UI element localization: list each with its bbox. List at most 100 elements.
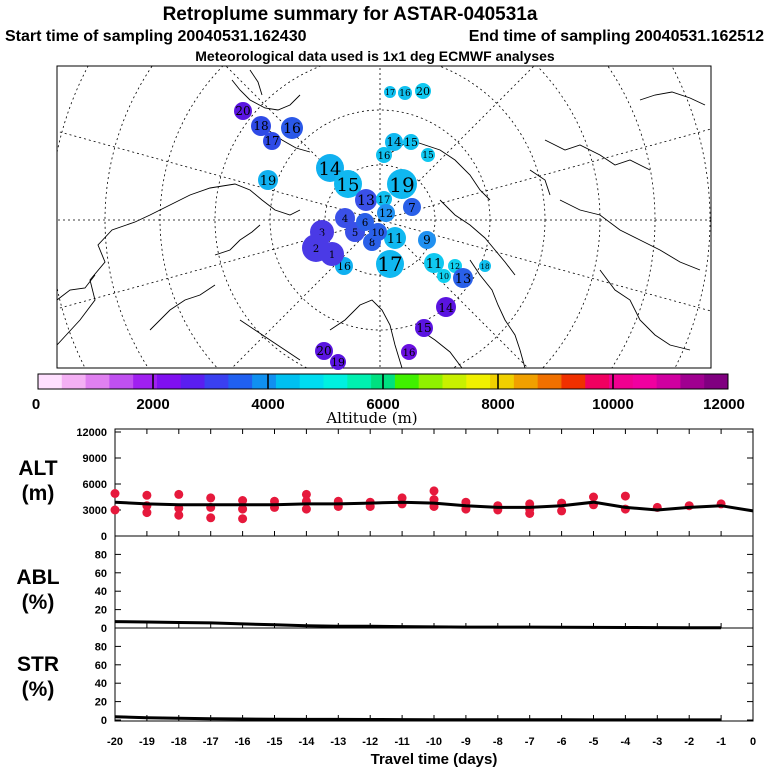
map-point-label: 14 — [386, 135, 402, 149]
map-point-circle — [251, 116, 271, 136]
map-point-label: 15 — [422, 151, 434, 161]
map-point-circle — [403, 198, 421, 216]
alt-cluster-marker — [142, 490, 152, 500]
map-point-15: 15 — [415, 319, 433, 337]
met-data-text: Meteorological data used is 1x1 deg ECMW… — [195, 48, 555, 64]
map-point-label: 16 — [337, 260, 351, 273]
map-point-circle — [385, 133, 403, 151]
colorbar-cell — [537, 374, 562, 389]
colorbar-tick-4000: 4000 — [251, 396, 284, 413]
altitude-colorbar: 0 2000 4000 6000 8000 10000 12000 Altitu… — [32, 373, 745, 427]
abl-y-tick-label: 0 — [101, 623, 107, 635]
map-point-circle — [387, 169, 417, 199]
map-point-label: 20 — [316, 344, 331, 358]
map-panel: 20 18 17 16 19 17 16 20 14 15 16 15 14 1… — [56, 65, 712, 370]
abl-panel: ABL (%) 0 20 40 60 80 — [16, 549, 753, 635]
x-tick-label: -8 — [493, 736, 503, 748]
abl-y-tick-label: 20 — [95, 605, 107, 617]
map-point-18: 18 — [251, 116, 271, 136]
map-point-circle — [436, 297, 456, 317]
x-tick-label: -20 — [107, 736, 123, 748]
x-tick-label: -2 — [684, 736, 694, 748]
colorbar-cell — [466, 374, 491, 389]
alt-y-tick-label: 0 — [101, 531, 107, 543]
map-point-circle — [437, 269, 451, 283]
str-y-tick-label: 80 — [95, 641, 107, 653]
map-point-circle — [376, 250, 404, 278]
map-point-20: 20 — [415, 83, 431, 99]
alt-cluster-marker — [110, 505, 120, 515]
map-point-1: 1 — [320, 242, 344, 266]
map-point-label: 2 — [313, 244, 319, 255]
colorbar-cell — [490, 374, 515, 389]
colorbar-cell — [347, 374, 372, 389]
colorbar-cell — [133, 374, 158, 389]
map-point-12: 12 — [377, 204, 395, 222]
alt-cluster-marker — [620, 491, 630, 501]
x-axis: -20 -19 -18 -17 -16 -15 -14 -13 -12 -11 -10 -9 -8 -7-… — [107, 429, 756, 748]
colorbar-cell — [656, 374, 681, 389]
map-point-label: 5 — [352, 228, 358, 239]
map-point-6: 6 — [356, 213, 374, 231]
map-point-circle — [320, 242, 344, 266]
map-point-circle — [258, 170, 278, 190]
colorbar-cell — [61, 374, 87, 389]
colorbar-tick-12000: 12000 — [703, 396, 745, 413]
x-tick-label: -5 — [589, 736, 599, 748]
alt-cluster-marker — [429, 486, 439, 496]
map-point-circle — [403, 134, 419, 150]
colorbar-cell — [299, 374, 325, 389]
x-tick-label: -13 — [330, 736, 346, 748]
map-point-14: 14 — [385, 133, 403, 151]
map-point-label: 17 — [378, 195, 391, 206]
abl-y-tick-label: 40 — [95, 586, 107, 598]
map-graticule — [57, 66, 711, 368]
colorbar-cell — [442, 374, 467, 389]
x-tick-label: -3 — [652, 736, 662, 748]
str-y-tick-label: 20 — [95, 697, 107, 709]
map-point-label: 11 — [426, 257, 443, 272]
map-point-18: 18 — [479, 260, 491, 272]
str-panel-unit: (%) — [22, 678, 55, 701]
map-point-label: 15 — [404, 136, 418, 149]
alt-cluster-marker — [142, 508, 152, 518]
str-panel-label: STR — [17, 653, 59, 676]
map-point-circle — [415, 319, 433, 337]
map-point-label: 19 — [331, 356, 345, 369]
map-point-17: 17 — [376, 191, 392, 207]
map-point-label: 18 — [253, 119, 268, 133]
map-point-17: 17 — [263, 132, 281, 150]
map-point-15: 15 — [421, 148, 435, 162]
map-point-19: 19 — [387, 169, 417, 199]
map-point-label: 16 — [399, 89, 411, 99]
alt-cluster-marker — [238, 514, 248, 524]
map-point-circle — [376, 147, 392, 163]
str-y-ticks: 0 20 40 60 80 — [95, 641, 753, 727]
x-tick-label: -10 — [426, 736, 442, 748]
map-point-label: 11 — [387, 232, 404, 247]
panels-frame — [114, 428, 754, 722]
map-point-circle — [334, 170, 362, 198]
map-point-13: 13 — [453, 268, 473, 288]
map-point-label: 20 — [416, 85, 430, 98]
alt-cluster-marker — [174, 510, 184, 520]
map-point-circle — [421, 148, 435, 162]
str-y-tick-label: 40 — [95, 678, 107, 690]
map-point-11: 11 — [424, 253, 444, 273]
alt-cluster-marker — [589, 492, 598, 502]
map-point-label: 20 — [235, 104, 250, 118]
colorbar-cell — [252, 374, 277, 389]
str-panel: STR (%) 0 20 40 60 80 — [17, 641, 753, 727]
x-tick-label: -1 — [716, 736, 726, 748]
map-point-circle — [281, 117, 303, 139]
map-point-10: 10 — [369, 223, 387, 241]
colorbar-axis-title: Altitude (m) — [325, 409, 417, 427]
map-plume-points: 20 18 17 16 19 17 16 20 14 15 16 15 14 1… — [234, 83, 491, 370]
map-point-circle — [356, 213, 374, 231]
map-point-circle — [479, 260, 491, 272]
colorbar-tick-6000: 6000 — [366, 396, 399, 413]
map-point-16: 16 — [281, 117, 303, 139]
map-point-circle — [335, 208, 355, 228]
map-point-label: 7 — [408, 201, 416, 215]
